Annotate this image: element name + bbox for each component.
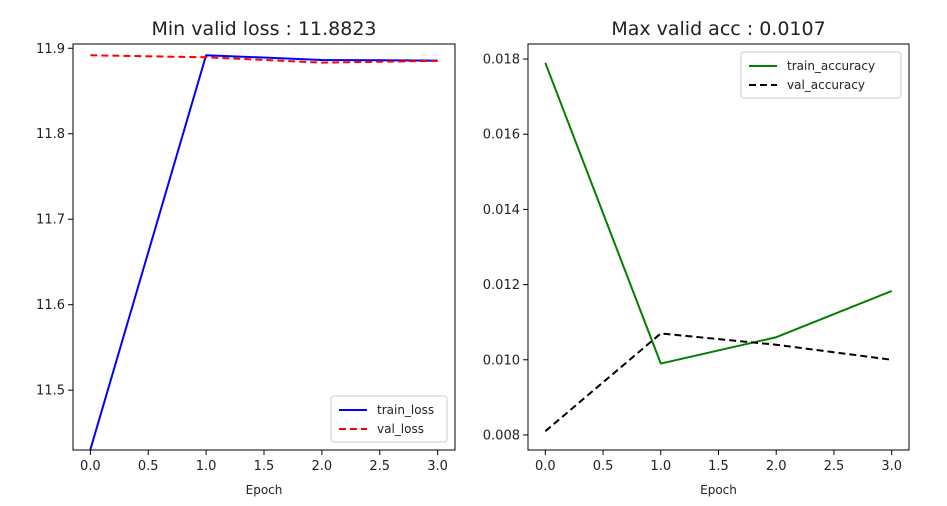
- y-tick-label: 11.9: [36, 42, 65, 57]
- legend-box: [740, 51, 902, 99]
- x-tick-label: 1.5: [708, 459, 729, 474]
- chart-title: Max valid acc : 0.0107: [611, 18, 825, 40]
- series-line-train_accuracy: [544, 62, 893, 365]
- series-line-train_loss: [89, 54, 438, 450]
- x-axis-label: Epoch: [246, 483, 283, 497]
- series-line-val_accuracy: [544, 332, 892, 432]
- legend-label-val_accuracy: val_accuracy: [787, 78, 865, 92]
- chart-title: Min valid loss : 11.8823: [151, 18, 376, 40]
- x-tick-label: 0.0: [535, 459, 556, 474]
- y-tick-label: 0.018: [483, 53, 520, 68]
- axes-frame: [527, 43, 910, 451]
- legend-box: [330, 395, 448, 443]
- y-tick-label: 0.016: [483, 128, 520, 143]
- x-tick-label: 2.5: [824, 459, 845, 474]
- legend-label-train_loss: train_loss: [377, 403, 434, 417]
- chart-2: Max valid acc : 0.0107 0.0 0.5 1.0 1.5 2.0 2.5…: [483, 18, 910, 497]
- legend-label-train_accuracy: train_accuracy: [787, 59, 875, 73]
- x-tick-label: 2.0: [766, 459, 787, 474]
- axes-frame: [72, 43, 456, 451]
- chart-1: Min valid loss : 11.8823 0.0 0.5 1.0 1.5 2.0 2…: [36, 18, 456, 497]
- y-tick-label: 0.012: [483, 278, 520, 293]
- y-tick-label: 11.7: [36, 213, 65, 228]
- y-tick-label: 11.5: [36, 384, 65, 399]
- x-axis-label: Epoch: [700, 483, 737, 497]
- series-line-val_loss: [90, 54, 438, 64]
- x-tick-label: 1.5: [254, 459, 275, 474]
- y-tick-label: 0.014: [483, 203, 520, 218]
- x-tick-label: 3.0: [427, 459, 448, 474]
- y-tick-label: 0.008: [483, 428, 520, 443]
- y-tick-label: 11.6: [36, 298, 65, 313]
- y-tick-label: 11.8: [36, 127, 65, 142]
- x-tick-label: 0.5: [593, 459, 614, 474]
- x-tick-label: 1.0: [196, 459, 217, 474]
- x-tick-label: 2.5: [369, 459, 390, 474]
- x-tick-label: 2.0: [312, 459, 333, 474]
- x-tick-label: 3.0: [881, 459, 902, 474]
- legend: train_accuracy val_accuracy: [740, 51, 902, 99]
- x-tick-label: 0.0: [80, 459, 101, 474]
- x-tick-label: 0.5: [138, 459, 159, 474]
- x-tick-label: 1.0: [650, 459, 671, 474]
- y-tick-label: 0.010: [483, 353, 520, 368]
- legend: train_loss val_loss: [330, 395, 448, 443]
- legend-label-val_loss: val_loss: [377, 422, 424, 436]
